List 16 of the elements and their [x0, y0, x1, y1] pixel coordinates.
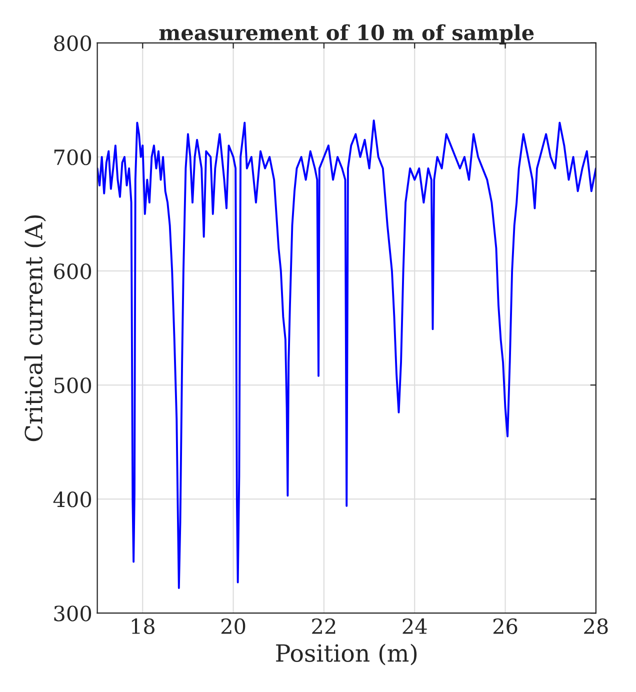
x-tick-label: 24: [402, 618, 427, 634]
y-tick-label: 600: [54, 263, 92, 280]
y-axis-title: Critical current (A): [24, 215, 46, 442]
y-tick-label: 500: [54, 377, 92, 394]
y-tick-label: 700: [54, 149, 92, 166]
x-tick-label: 20: [221, 618, 246, 634]
y-tick-label: 800: [54, 35, 92, 52]
x-tick-label: 22: [312, 618, 336, 634]
x-tick-label: 18: [132, 618, 154, 634]
x-tick-label: 28: [584, 618, 608, 634]
x-axis-title: Position (m): [276, 644, 417, 666]
y-tick-label: 300: [54, 606, 92, 622]
line-series: [97, 119, 596, 589]
x-tick-label: 26: [493, 618, 518, 634]
y-tick-label: 400: [53, 492, 92, 508]
chart-title: measurement of 10 m of sample: [159, 24, 534, 44]
